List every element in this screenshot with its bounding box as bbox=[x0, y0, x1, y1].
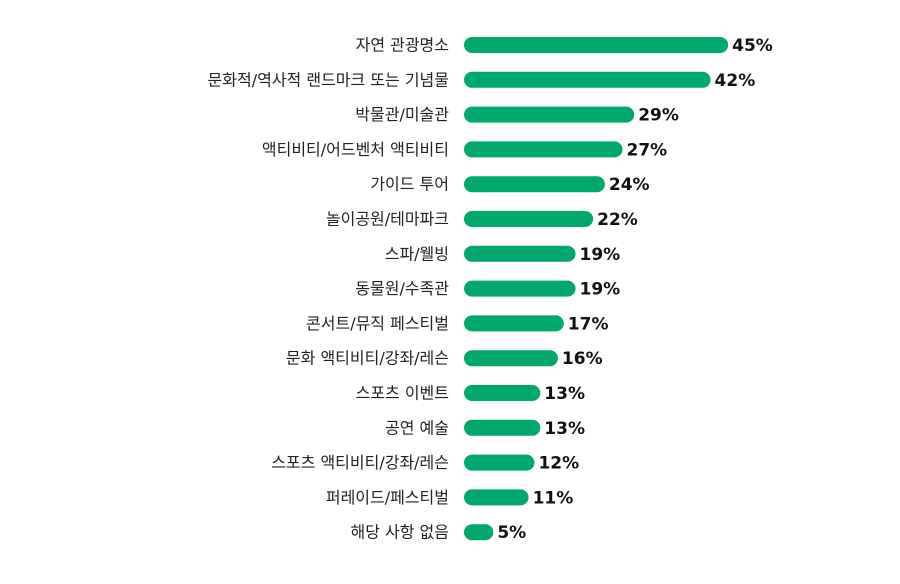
value-label: 13% bbox=[544, 384, 585, 404]
value-label: 12% bbox=[538, 454, 579, 474]
value-label: 5% bbox=[497, 523, 526, 543]
bar bbox=[464, 106, 635, 123]
bar bbox=[464, 489, 529, 506]
value-label: 17% bbox=[568, 314, 609, 334]
category-label: 스포츠 이벤트 bbox=[356, 384, 449, 403]
category-label: 액티비티/어드벤처 액티비티 bbox=[262, 140, 449, 159]
bar bbox=[464, 71, 711, 88]
value-label: 19% bbox=[580, 245, 621, 265]
bar bbox=[464, 385, 541, 401]
category-label: 스파/웰빙 bbox=[385, 244, 449, 263]
category-label: 콘서트/뮤직 페스티벌 bbox=[306, 314, 449, 333]
value-label: 11% bbox=[533, 488, 574, 508]
bar bbox=[464, 350, 558, 367]
bar bbox=[464, 245, 576, 262]
value-label: 29% bbox=[638, 106, 679, 126]
bar bbox=[464, 315, 564, 332]
category-label: 스포츠 액티비티/강좌/레슨 bbox=[271, 453, 449, 472]
category-label: 퍼레이드/페스티벌 bbox=[326, 488, 449, 507]
value-label: 19% bbox=[580, 280, 621, 300]
category-label: 공연 예술 bbox=[385, 418, 449, 437]
category-label: 박물관/미술관 bbox=[355, 105, 449, 124]
category-label: 가이드 투어 bbox=[370, 175, 449, 194]
bar bbox=[464, 454, 535, 471]
category-label: 해당 사항 없음 bbox=[351, 523, 450, 542]
value-label: 27% bbox=[626, 140, 667, 160]
value-label: 13% bbox=[544, 419, 585, 439]
value-label: 22% bbox=[597, 210, 638, 230]
category-label: 문화 액티비티/강좌/레슨 bbox=[286, 349, 449, 368]
category-label: 자연 관광명소 bbox=[356, 36, 449, 55]
value-label: 24% bbox=[609, 175, 650, 195]
value-label: 42% bbox=[715, 71, 756, 91]
category-label: 놀이공원/테마파크 bbox=[326, 210, 449, 229]
bar bbox=[464, 176, 605, 193]
bar bbox=[464, 419, 541, 436]
bar bbox=[464, 37, 729, 53]
value-labels: 45% 42% 29% 27% 24% 22% 19% 19% 17% 16% 13% 13% 12% 1… bbox=[497, 36, 773, 543]
bars bbox=[464, 37, 729, 541]
category-label: 동물원/수족관 bbox=[355, 279, 449, 298]
value-label: 16% bbox=[562, 349, 603, 369]
value-label: 45% bbox=[732, 36, 773, 56]
bar bbox=[464, 280, 576, 297]
category-label: 문화적/역사적 랜드마크 또는 기념물 bbox=[208, 70, 449, 89]
bar bbox=[464, 141, 623, 158]
bar bbox=[464, 211, 594, 227]
bar bbox=[464, 524, 494, 541]
